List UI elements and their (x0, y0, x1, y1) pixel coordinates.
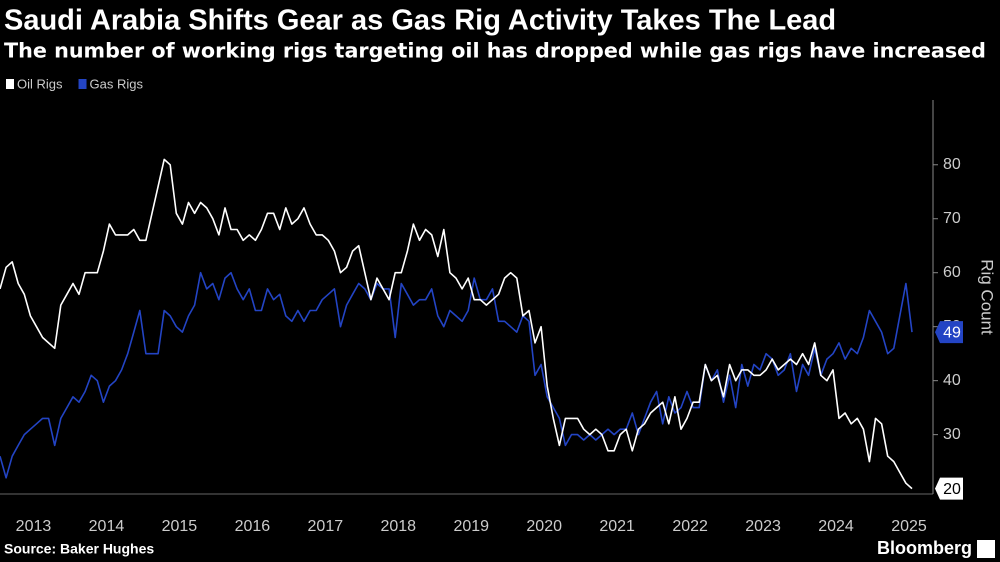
x-tick-label: 2019 (453, 518, 489, 535)
x-tick-label: 2024 (818, 518, 854, 535)
x-tick-label: 2023 (745, 518, 781, 535)
series-line (0, 271, 913, 479)
last-value-label: 20 (943, 481, 961, 498)
y-tick-label: 60 (943, 264, 961, 281)
chart-subtitle: The number of working rigs targeting oil… (4, 39, 986, 63)
y-axis-title: Rig Count (978, 259, 997, 335)
source: Source: Baker Hughes (4, 541, 154, 557)
x-tick-label: 2014 (89, 518, 125, 535)
x-tick-label: 2022 (672, 518, 708, 535)
x-tick-label: 2013 (16, 518, 52, 535)
last-value-box (935, 321, 963, 344)
legend-swatch (6, 79, 14, 89)
x-tick-label: 2016 (235, 518, 271, 535)
y-tick-label: 30 (943, 426, 961, 443)
x-tick-label: 2017 (308, 518, 344, 535)
legend-swatch (78, 79, 87, 89)
chart-title: Saudi Arabia Shifts Gear as Gas Rig Acti… (4, 5, 836, 37)
x-tick-label: 2018 (380, 518, 416, 535)
y-tick-label: 70 (943, 210, 961, 227)
brand-icon (977, 540, 995, 558)
x-tick-label: 2021 (599, 518, 635, 535)
last-value-label: 49 (943, 324, 961, 341)
x-tick-label: 2025 (891, 518, 927, 535)
last-value-box (935, 477, 963, 500)
x-tick-label: 2015 (162, 518, 198, 535)
y-tick-label: 40 (943, 372, 961, 389)
series-line (0, 158, 913, 490)
legend-label: Oil Rigs (17, 76, 63, 91)
x-tick-label: 2020 (526, 518, 562, 535)
legend-label: Gas Rigs (90, 76, 144, 91)
y-tick-label: 80 (943, 156, 961, 173)
brand: Bloomberg (877, 538, 972, 558)
